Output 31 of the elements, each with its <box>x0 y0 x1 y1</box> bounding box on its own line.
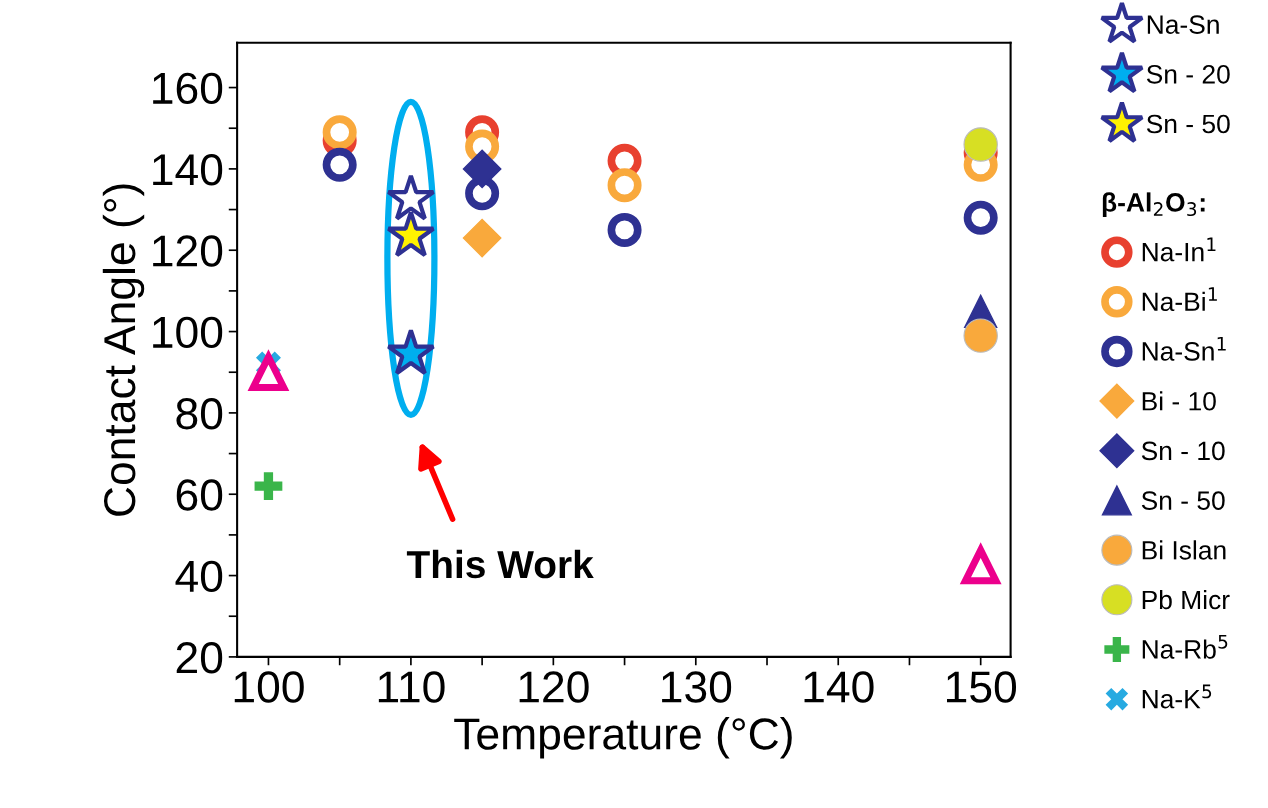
legend-title: β-Al$_{2}$O$_{3}$: <box>1102 192 1205 217</box>
legend-label: Na-Sn$^{1}$ <box>1142 336 1226 361</box>
x-tick-label: 120 <box>519 671 589 703</box>
x-tick-label: 150 <box>947 671 1017 703</box>
legend-label: Sn - 50 <box>1146 114 1230 134</box>
annotation: This Work <box>406 549 594 579</box>
x-axis-title: Temperature (°C) <box>454 717 792 759</box>
legend-label: Bi - 10 <box>1142 391 1216 411</box>
y-tick-label: 160 <box>153 72 223 105</box>
legend-label: Pb Micr <box>1142 589 1230 610</box>
x-tick-label: 130 <box>662 671 732 703</box>
y-axis-title: Contact Angle (°) <box>102 184 145 516</box>
legend-label: Na-In$^{1}$ <box>1142 237 1216 262</box>
legend-label: Sn - 20 <box>1146 64 1230 84</box>
x-tick-label: 110 <box>378 671 445 703</box>
legend-label: Sn - 50 <box>1141 491 1225 510</box>
y-tick-label: 80 <box>176 397 223 430</box>
y-tick-label: 20 <box>176 641 223 674</box>
legend-label: Bi Islan <box>1142 540 1226 560</box>
y-tick-label: 60 <box>176 479 223 511</box>
legend-label: Na-Sn <box>1147 15 1219 34</box>
y-tick-label: 140 <box>153 153 223 186</box>
legend-label: Na-K$^{5}$ <box>1142 684 1212 709</box>
legend-label: Na-Bi$^{1}$ <box>1142 287 1217 312</box>
y-tick-label: 40 <box>175 560 223 593</box>
y-tick-label: 120 <box>153 235 223 267</box>
legend-label: Na-Rb$^{5}$ <box>1142 634 1228 659</box>
x-tick-label: 100 <box>234 671 304 703</box>
x-tick-label: 140 <box>804 671 874 703</box>
legend-label: Sn - 10 <box>1141 441 1225 461</box>
y-tick-label: 100 <box>153 316 223 349</box>
